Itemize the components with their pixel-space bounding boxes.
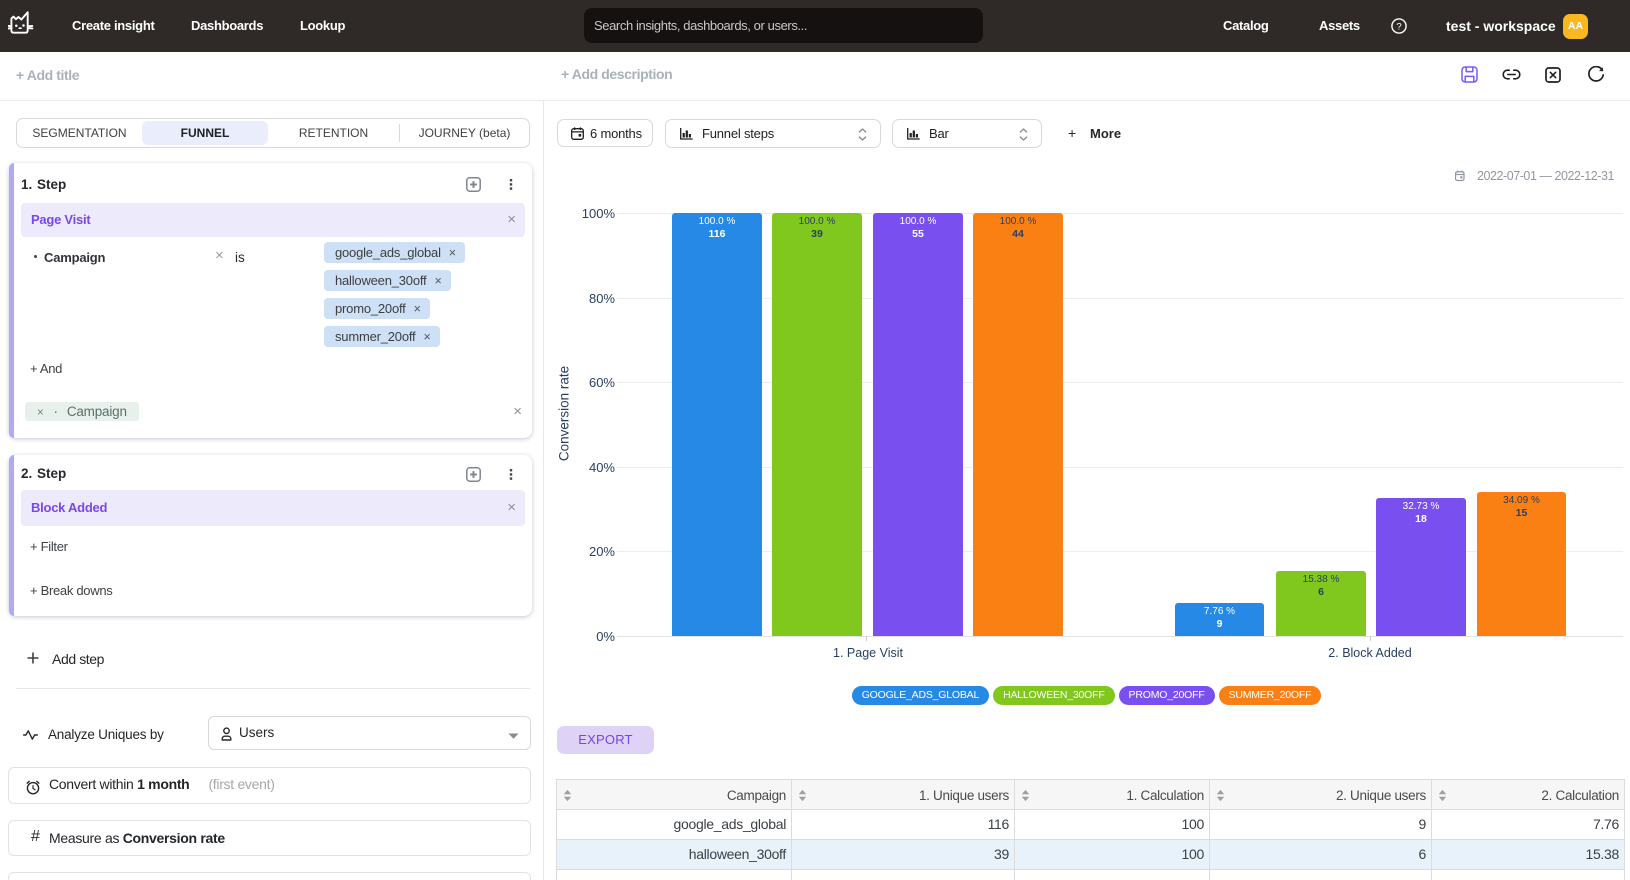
svg-text:?: ? [1396,21,1401,32]
